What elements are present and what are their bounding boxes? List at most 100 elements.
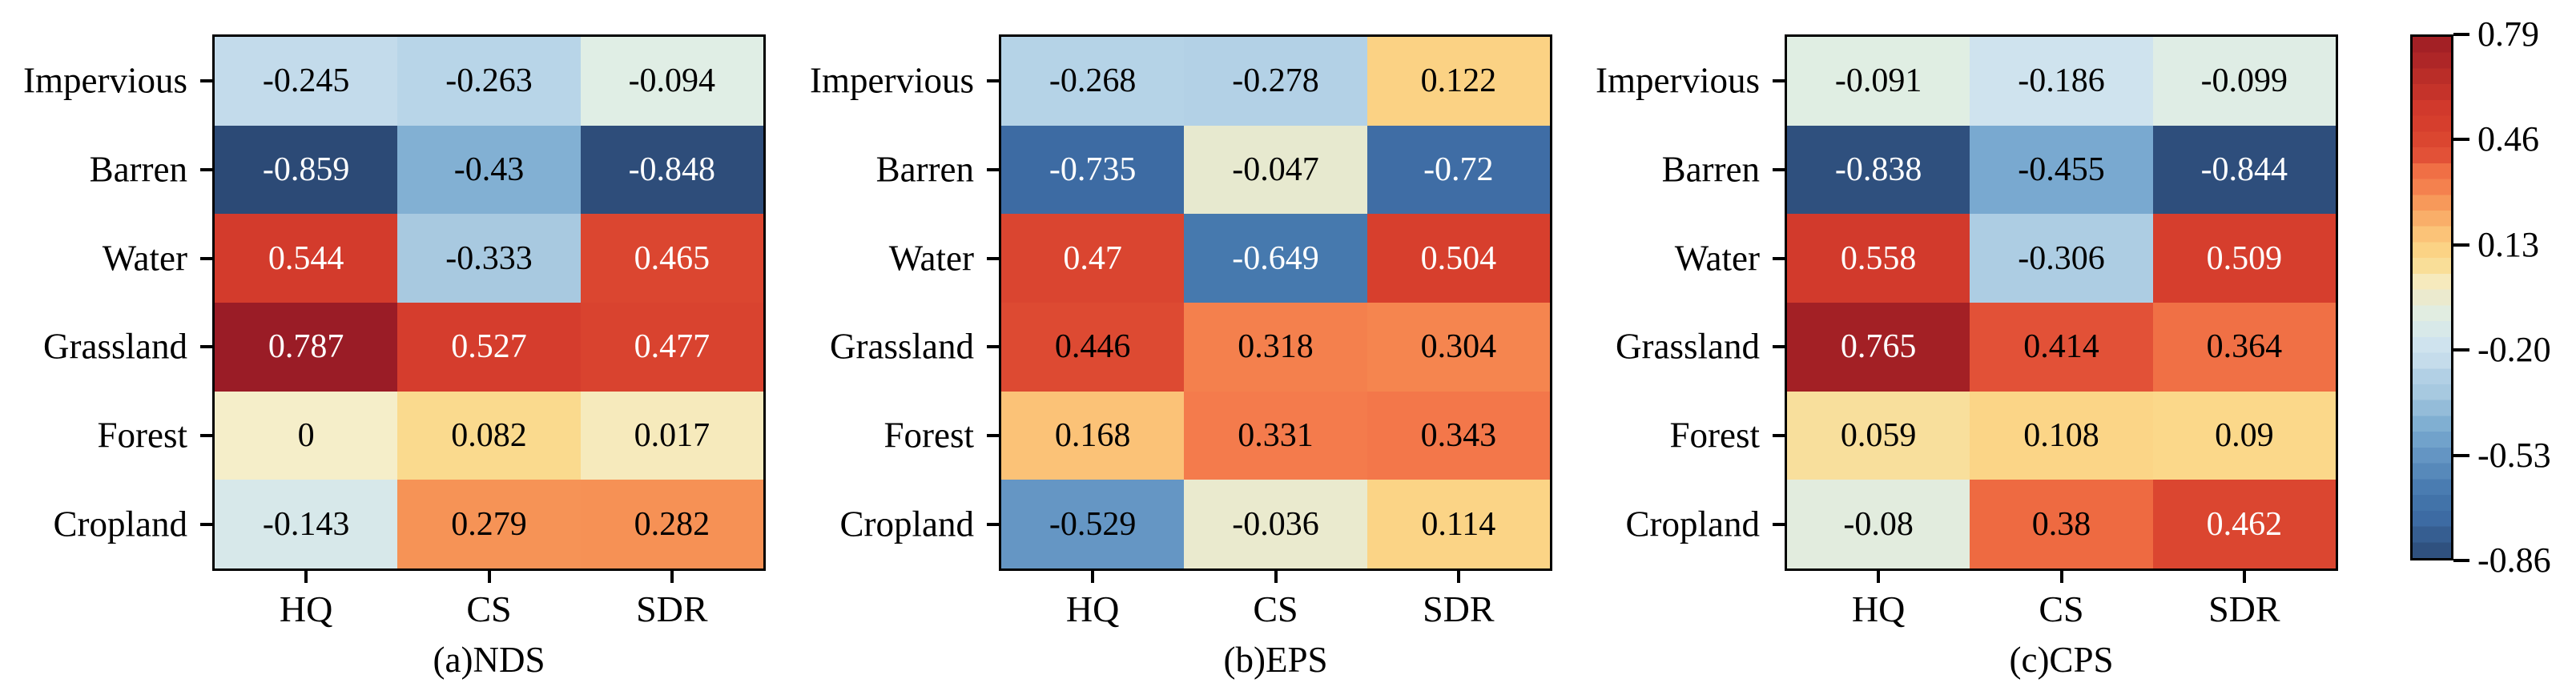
row-tick: [200, 256, 215, 260]
heatmap-cell: -0.72: [1366, 125, 1550, 215]
row-tick: [1773, 345, 1787, 349]
heatmap-cell: -0.43: [397, 125, 581, 215]
row-label: Barren: [1661, 149, 1760, 190]
heatmap-grid: -0.245 -0.263 -0.094 -0.859 -0.43 -0.848 0.544…: [215, 37, 763, 568]
col-label: CS: [466, 589, 512, 629]
row-tick: [987, 256, 1001, 260]
heatmap-grid: -0.268 -0.278 0.122 -0.735 -0.047 -0.72 0.47 -0…: [1001, 37, 1550, 568]
heatmap-panel-eps: -0.268 -0.278 0.122 -0.735 -0.047 -0.72 0.47 -0…: [810, 34, 1552, 678]
col-label: SDR: [2208, 589, 2280, 629]
col-label: HQ: [1065, 589, 1120, 629]
heatmap-cell: 0.544: [215, 214, 398, 303]
heatmap-cell: 0.38: [1970, 480, 2153, 568]
heatmap-panel-cps: -0.091 -0.186 -0.099 -0.838 -0.455 -0.844 0.55…: [1596, 34, 2338, 678]
colorbar-tick: [2453, 348, 2469, 352]
heatmap-cell: 0.279: [397, 480, 581, 568]
row-tick: [1773, 168, 1787, 171]
colorbar-tick-label: 0.79: [2477, 14, 2539, 54]
heatmap-cell: 0.462: [2152, 480, 2336, 568]
heatmap-cell: -0.333: [397, 214, 581, 303]
heatmap-cell: -0.091: [1787, 37, 1970, 126]
heatmap-cell: 0.082: [397, 391, 581, 480]
colorbar-tick: [2453, 453, 2469, 457]
heatmap-cell: -0.838: [1787, 125, 1970, 215]
heatmap-panel-nds: -0.245 -0.263 -0.094 -0.859 -0.43 -0.848 0.544…: [23, 34, 766, 678]
col-tick: [1274, 568, 1278, 583]
col-label: HQ: [279, 589, 333, 629]
heatmap-cell: 0.108: [1970, 391, 2153, 480]
col-label: SDR: [1423, 589, 1495, 629]
heatmap-cell: 0.504: [1366, 214, 1550, 303]
row-tick: [1773, 79, 1787, 83]
colorbar-tick-label: -0.20: [2477, 330, 2551, 370]
row-tick: [200, 79, 215, 83]
row-tick: [200, 434, 215, 437]
col-tick: [304, 568, 308, 583]
row-tick: [1773, 256, 1787, 260]
row-tick: [200, 522, 215, 526]
row-label: Grassland: [830, 326, 974, 367]
heatmap-cell: 0: [215, 391, 398, 480]
row-tick: [200, 345, 215, 349]
panel-caption: (b)EPS: [1223, 640, 1328, 680]
row-label: Barren: [875, 149, 974, 190]
heatmap-cell: 0.114: [1366, 480, 1550, 568]
heatmap-cell: 0.122: [1366, 37, 1550, 126]
col-tick: [2059, 568, 2063, 583]
panel-caption: (a)NDS: [433, 640, 545, 680]
colorbar-tick: [2453, 243, 2469, 247]
heatmap-cell: 0.304: [1366, 302, 1550, 392]
col-tick: [1091, 568, 1095, 583]
heatmap-cell: 0.787: [215, 302, 398, 392]
heatmap-grid: -0.091 -0.186 -0.099 -0.838 -0.455 -0.844 0.55…: [1787, 37, 2336, 568]
heatmap-cell: 0.446: [1001, 302, 1185, 392]
heatmap-cell: 0.47: [1001, 214, 1185, 303]
col-tick: [670, 568, 674, 583]
colorbar: 0.79 0.46 0.13 -0.20 -0.53 -0.86: [2410, 17, 2551, 578]
heatmap-cell: 0.414: [1970, 302, 2153, 392]
row-label: Impervious: [810, 60, 974, 101]
col-label: HQ: [1851, 589, 1906, 629]
heatmap-cell: -0.186: [1970, 37, 2153, 126]
heatmap-cell: 0.318: [1184, 302, 1367, 392]
row-tick: [987, 522, 1001, 526]
row-label: Forest: [883, 415, 975, 456]
row-label: Forest: [97, 415, 188, 456]
heatmap-cell: -0.735: [1001, 125, 1185, 215]
heatmap-cell: -0.529: [1001, 480, 1185, 568]
heatmap-cell: -0.143: [215, 480, 398, 568]
heatmap-cell: -0.268: [1001, 37, 1185, 126]
colorbar-tick-label: 0.13: [2477, 224, 2539, 264]
col-tick: [1877, 568, 1881, 583]
heatmap-cell: 0.331: [1184, 391, 1367, 480]
row-label: Barren: [89, 149, 187, 190]
row-label: Cropland: [53, 504, 187, 544]
row-tick: [987, 168, 1001, 171]
colorbar-tick-label: -0.53: [2477, 435, 2551, 475]
row-label: Forest: [1669, 415, 1761, 456]
heatmap-cell: 0.168: [1001, 391, 1185, 480]
heatmap-cell: 0.09: [2152, 391, 2336, 480]
heatmap-cell: -0.455: [1970, 125, 2153, 215]
col-label: SDR: [636, 589, 708, 629]
heatmap-cell: -0.844: [2152, 125, 2336, 215]
heatmap-cell: -0.649: [1184, 214, 1367, 303]
heatmap-cell: -0.036: [1184, 480, 1367, 568]
colorbar-tick: [2453, 559, 2469, 562]
row-label: Grassland: [43, 326, 187, 367]
row-label: Impervious: [23, 60, 187, 101]
row-tick: [987, 79, 1001, 83]
heatmap-cell: -0.306: [1970, 214, 2153, 303]
col-label: CS: [2039, 589, 2084, 629]
row-label: Water: [888, 238, 974, 279]
heatmap-cell: -0.848: [580, 125, 763, 215]
heatmap-cell: 0.765: [1787, 302, 1970, 392]
row-tick: [987, 345, 1001, 349]
row-label: Cropland: [1625, 504, 1760, 544]
heatmap-cell: 0.558: [1787, 214, 1970, 303]
col-tick: [2242, 568, 2246, 583]
row-label: Cropland: [839, 504, 974, 544]
heatmap-cell: -0.859: [215, 125, 398, 215]
heatmap-cell: 0.059: [1787, 391, 1970, 480]
